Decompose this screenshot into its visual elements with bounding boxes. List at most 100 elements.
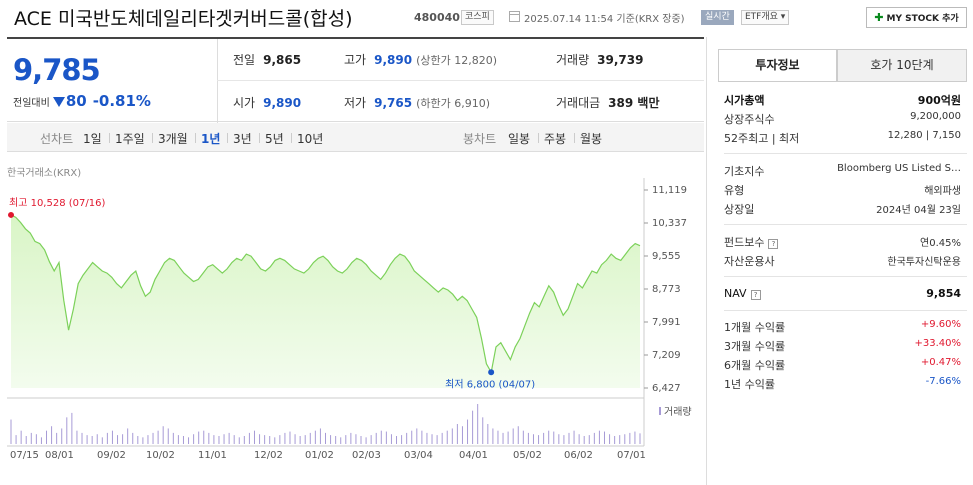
volume-bar (573, 430, 575, 444)
volume-bar (588, 435, 590, 444)
tab-investment-info[interactable]: 투자정보 (718, 49, 837, 82)
period-option-4[interactable]: 3년 (233, 132, 252, 146)
volume-bar (314, 430, 316, 444)
volume-bar (578, 434, 580, 444)
candle-chart-label: 봉차트 (463, 132, 497, 146)
volume-bar (553, 431, 555, 444)
help-icon[interactable]: ? (768, 239, 779, 249)
range52-row: 52주최고 | 최저 12,280 | 7,150 (724, 130, 961, 145)
separator (227, 133, 228, 143)
ticker-code: 480040 (414, 11, 460, 24)
volume-bar (390, 434, 392, 444)
volume-bar (182, 436, 184, 444)
change-percent: -0.81% (92, 92, 151, 110)
return-1y-row: 1년 수익률 -7.66% (724, 376, 961, 391)
volume-bar (406, 432, 408, 444)
info-tabs: 투자정보 호가 10단계 (718, 49, 967, 82)
volume-bar (137, 436, 139, 444)
volume-legend-swatch (659, 407, 661, 415)
x-tick-label: 04/01 (459, 450, 488, 461)
quote-datetime: 2025.07.14 11:54 기준(KRX 장중) (524, 14, 685, 25)
volume-legend-label: 거래량 (664, 406, 692, 418)
period-option-6[interactable]: 10년 (297, 132, 324, 146)
volume-bar (426, 432, 428, 444)
volume-bar (177, 435, 179, 444)
info-body: 시가총액 900억원 상장주식수 9,200,000 52주최고 | 최저 12,28… (718, 81, 967, 391)
volume-bar (304, 435, 306, 444)
volume-bar (46, 430, 48, 444)
type-row: 유형 해외파생 (724, 184, 961, 197)
candle-option-0[interactable]: 일봉 (508, 132, 531, 146)
volume-bar (380, 430, 382, 444)
period-option-1[interactable]: 1주일 (115, 132, 145, 146)
chart-period-bar: 선차트 1일 1주일 3개월 1년 3년 5년 10년 봉차트 일봉 주봉 월봉 (7, 123, 704, 152)
volume-bar (20, 430, 22, 444)
volume-bar (152, 432, 154, 444)
volume-bar (634, 431, 636, 444)
candle-option-1[interactable]: 주봉 (544, 132, 567, 146)
x-tick-label: 09/02 (97, 450, 126, 461)
period-option-5[interactable]: 5년 (265, 132, 284, 146)
divider (217, 80, 704, 81)
x-tick-label: 12/02 (254, 450, 283, 461)
x-tick-label: 10/02 (146, 450, 175, 461)
volume-bar (467, 419, 469, 444)
x-tick-label: 07/15 (10, 450, 39, 461)
volume-bar (340, 437, 342, 444)
volume-bar (421, 430, 423, 444)
volume-bar (172, 432, 174, 444)
volume-bar (147, 435, 149, 444)
volume-bar (614, 436, 616, 444)
help-icon[interactable]: ? (750, 290, 761, 300)
volume-bar (279, 435, 281, 444)
volume-bar (238, 437, 240, 444)
volume-bar (289, 431, 291, 444)
volume-bar (188, 437, 190, 444)
volume-bar (259, 434, 261, 444)
index-row: 기초지수 Bloomberg US Listed S… (724, 163, 961, 178)
fee-row: 펀드보수? 연0.45% (724, 236, 961, 249)
volume-bar (527, 432, 529, 444)
separator (109, 133, 110, 143)
volume-bar (325, 432, 326, 444)
line-chart-label: 선차트 (40, 132, 74, 146)
volume-bar (477, 404, 479, 444)
price-line (10, 213, 641, 375)
period-option-0[interactable]: 1일 (83, 132, 102, 146)
etf-overview-dropdown[interactable]: ETF개요 ▾ (741, 10, 790, 25)
volume-bar (396, 436, 398, 444)
volume-bar (248, 432, 250, 444)
volume-bar (269, 436, 271, 444)
x-tick-label: 01/02 (305, 450, 334, 461)
period-option-3[interactable]: 1년 (201, 132, 221, 146)
candle-option-2[interactable]: 월봉 (580, 132, 603, 146)
volume-bar (213, 435, 215, 444)
volume-bar (294, 434, 296, 444)
y-tick-label: 9,555 (652, 251, 681, 262)
price-chart: 한국거래소(KRX) 11,119 10,337 9,555 8,773 7,991 7,… (7, 156, 704, 466)
nav-row: NAV? 9,854 (724, 287, 961, 300)
volume-bar (223, 434, 225, 444)
volume-bar (522, 430, 524, 444)
exchange-label: 한국거래소(KRX) (7, 168, 82, 179)
period-option-2[interactable]: 3개월 (158, 132, 188, 146)
realtime-badge[interactable]: 실시간 (701, 10, 734, 25)
tab-orderbook-10[interactable]: 호가 10단계 (837, 49, 967, 82)
volume-bar (345, 435, 347, 444)
volume-bar (15, 435, 17, 444)
change-value: 80 (65, 92, 87, 110)
add-mystock-button[interactable]: ✚ MY STOCK 추가 (866, 7, 967, 28)
volume-bar (401, 435, 403, 444)
volume-bar (117, 435, 119, 444)
investment-info-panel: 투자정보 호가 10단계 시가총액 900억원 상장주식수 9,200,000 52… (706, 37, 973, 485)
x-tick-label: 03/04 (404, 450, 433, 461)
volume-bar (203, 430, 205, 444)
volume-bar (411, 430, 413, 444)
y-tick-label: 10,337 (652, 218, 687, 229)
volume-bar (96, 434, 98, 444)
volume-bar (603, 431, 605, 444)
x-tick-label: 07/01 (617, 450, 646, 461)
volume-bar (365, 437, 367, 444)
volume-bar (218, 436, 220, 444)
volume-bar (355, 434, 357, 444)
